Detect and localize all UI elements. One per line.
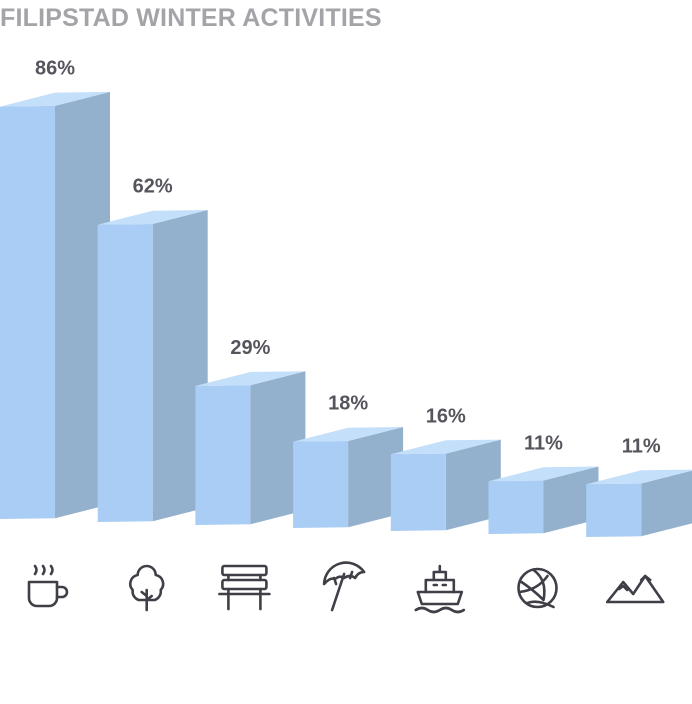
bar-side-face (55, 91, 110, 519)
bar-top-face (390, 439, 501, 455)
volleyball-icon (517, 567, 558, 609)
beach-umbrella-icon (322, 561, 366, 612)
bars-group (0, 91, 692, 537)
bar-front-face (97, 224, 153, 522)
bar-side-face (348, 426, 404, 528)
category-icons-group (27, 561, 665, 614)
coffee-cup-icon (27, 564, 69, 608)
park-bench-icon (218, 564, 271, 611)
bar-top-face (97, 210, 208, 225)
bar-side-face (543, 466, 599, 534)
bar-side-face (445, 439, 501, 531)
mountains-icon (605, 574, 665, 604)
bar-front-face (195, 385, 251, 525)
bar-top-face (293, 426, 404, 442)
bar-top-face (488, 466, 599, 482)
bar-top-face (195, 371, 306, 386)
bar (0, 91, 110, 520)
tree-icon (128, 564, 165, 612)
bar-top-face (586, 469, 692, 485)
value-label: 16% (426, 405, 466, 427)
bar (293, 426, 404, 528)
value-label: 86% (35, 58, 75, 80)
value-labels-group: 86% 62% 29% 18% 16% 11% 11% (35, 58, 661, 458)
bar (390, 439, 501, 531)
bar-front-face (390, 453, 446, 531)
bar-front-face (0, 105, 55, 520)
value-label: 29% (230, 337, 270, 359)
bar (488, 466, 599, 534)
ship-icon (414, 564, 466, 614)
bar-front-face (293, 440, 349, 528)
value-label: 18% (328, 393, 368, 415)
bar-front-face (488, 480, 544, 534)
bar-front-face (586, 483, 642, 537)
bar-top-face (0, 91, 110, 107)
bar (586, 469, 692, 537)
bar-side-face (250, 371, 306, 525)
value-label: 11% (524, 432, 563, 454)
bar (97, 210, 208, 522)
bar-side-face (641, 470, 692, 537)
bar-side-face (152, 210, 208, 522)
value-label: 62% (133, 176, 173, 198)
chart-title: FILIPSTAD WINTER ACTIVITIES (0, 4, 382, 32)
bar (195, 371, 306, 525)
value-label: 11% (622, 435, 661, 457)
